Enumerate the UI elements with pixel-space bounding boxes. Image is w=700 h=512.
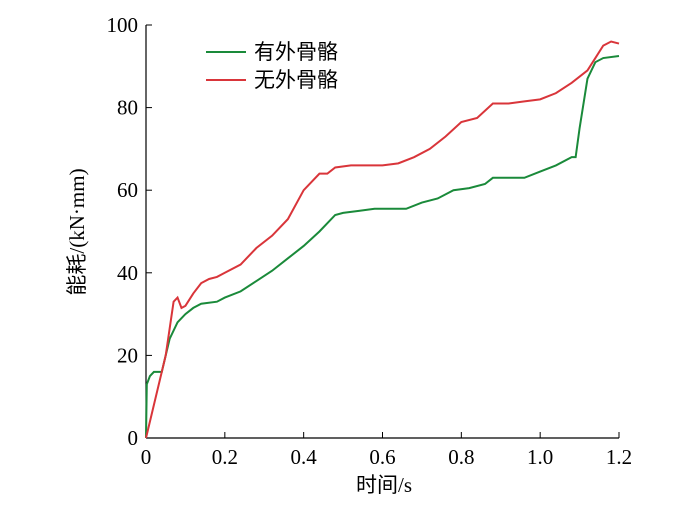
y-tick-label: 0	[128, 426, 139, 450]
legend-label: 有外骨骼	[254, 40, 338, 64]
y-tick-label: 100	[107, 13, 139, 37]
x-tick-label: 0.6	[369, 445, 395, 469]
x-tick-label: 1.0	[527, 445, 553, 469]
y-tick-label: 20	[117, 343, 138, 367]
x-tick-label: 0.8	[448, 445, 474, 469]
y-axis-label: 能耗/(kN·mm)	[65, 168, 89, 295]
x-tick-label: 1.2	[606, 445, 632, 469]
line-series	[145, 54, 620, 439]
x-tick-label: 0.4	[291, 445, 318, 469]
line-series	[145, 40, 620, 439]
legend-label: 无外骨骼	[254, 68, 338, 92]
y-tick-label: 60	[117, 178, 138, 202]
y-tick-label: 40	[117, 261, 138, 285]
x-axis-label: 时间/s	[356, 473, 412, 497]
x-tick-label: 0	[141, 445, 152, 469]
x-tick-label: 0.2	[212, 445, 238, 469]
y-tick-label: 80	[117, 96, 138, 120]
